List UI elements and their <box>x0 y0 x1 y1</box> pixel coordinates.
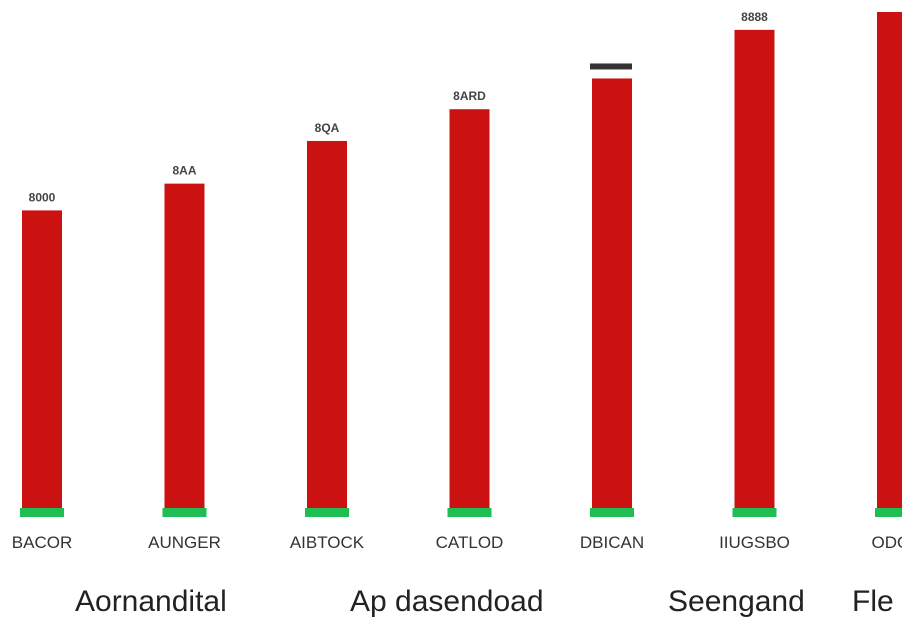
value-label-1: 8000 <box>29 190 56 204</box>
bar-2 <box>164 183 205 508</box>
footer-label-3: Seengand <box>668 585 805 618</box>
footer-label-2: Ap dasendoad <box>350 585 544 618</box>
footer-labels: Aornandital Ap dasendoad Seengand Fle <box>0 585 902 635</box>
bar-base-1 <box>20 508 64 517</box>
bar-7 <box>877 12 902 508</box>
value-label-2: 8AA <box>172 164 196 178</box>
bar-4 <box>449 109 490 508</box>
bar-base-4 <box>447 508 492 517</box>
category-label-4: CATLOD <box>436 533 504 552</box>
value-label-3: 8QA <box>315 121 340 135</box>
bar-5 <box>592 78 632 509</box>
category-label-5: DBICAN <box>580 533 644 552</box>
bar-base-5 <box>590 508 634 517</box>
footer-label-4: Fle <box>852 585 894 618</box>
bar-chart: 8000 BACOR 8AA AUNGER 8QA AIBTOCK 8ARD CATLOD DB… <box>12 10 902 552</box>
bar-base-2 <box>162 508 207 517</box>
value-marker-5 <box>590 63 632 70</box>
bar-3 <box>307 140 347 508</box>
category-label-6: IIUGSBO <box>719 533 790 552</box>
bar-base-6 <box>732 508 777 517</box>
category-label-1: BACOR <box>12 533 72 552</box>
bar-base-3 <box>305 508 349 517</box>
bar-6 <box>734 29 775 509</box>
bar-1 <box>22 210 62 508</box>
value-label-6: 8888 <box>741 10 768 24</box>
category-label-2: AUNGER <box>148 533 221 552</box>
footer-label-1: Aornandital <box>75 585 227 618</box>
bar-base-7 <box>875 508 902 517</box>
value-label-4: 8ARD <box>453 89 486 103</box>
category-label-3: AIBTOCK <box>290 533 365 552</box>
category-label-7: ODOR <box>872 533 902 552</box>
